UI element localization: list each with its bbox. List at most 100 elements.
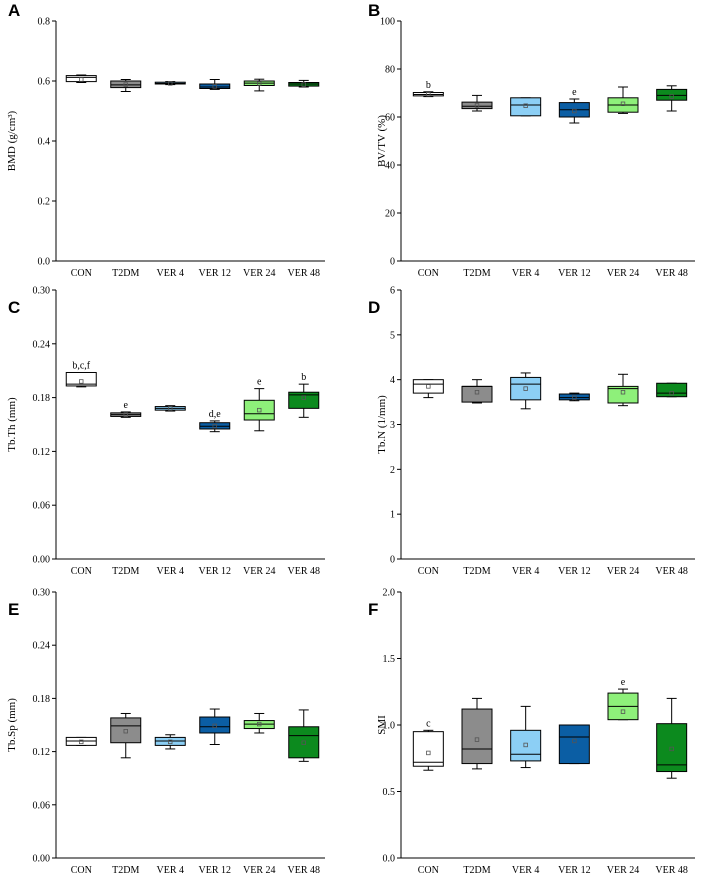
panel-d-letter: D [368, 298, 380, 317]
panel-d-con-category-label: CON [418, 566, 439, 577]
panel-a-ver-48-mean-marker [301, 82, 306, 87]
panel-d: D 0 1 2 3 4 5 6 Tb.N (1/mm) CON T2DM VER 4 VER 12 VER… [368, 286, 695, 577]
panel-d-y-tick-label: 1 [390, 510, 395, 521]
panel-b-y-tick-label: 20 [385, 209, 395, 220]
panel-e-ver-24-mean-marker [257, 721, 262, 727]
panel-b-con-box-group: b [412, 80, 444, 98]
panel-b-t2dm-category-label: T2DM [463, 268, 490, 279]
panel-f-ver-4-category-label: VER 4 [512, 865, 540, 876]
panel-e-y-tick-label: 0.18 [33, 694, 51, 705]
panel-c-t2dm-mean-marker [123, 412, 128, 417]
panel-e-ver-48-box [288, 726, 320, 759]
panel-b-ver-12-mean-marker [572, 108, 577, 114]
panel-e-ver-12-category-label: VER 12 [199, 865, 232, 876]
panel-b-ver-12-box-group: e [558, 87, 590, 124]
panel-c-ver-48-box [288, 391, 320, 409]
panel-f: F 0.0 0.5 1.0 1.5 2.0 SMI c CON T2DM VER 4 VER 12 e V… [368, 588, 695, 876]
panel-f-ver-12-box [558, 724, 590, 765]
panel-a-con-box-group [65, 74, 97, 83]
panel-e-ver-24-category-label: VER 24 [243, 865, 276, 876]
panel-f-con-box [412, 731, 444, 767]
panel-f-t2dm-mean-marker [474, 737, 480, 742]
panel-a-ver-48-category-label: VER 48 [288, 268, 321, 279]
panel-c-ver-48-significance-label: b [301, 372, 306, 383]
panel-b-ver-48-mean-marker [669, 94, 674, 99]
panel-f-y-tick-label: 1.0 [383, 721, 396, 732]
panel-e-y-tick-label: 0.06 [33, 800, 51, 811]
panel-a-y-title: BMD (g/cm³) [6, 110, 18, 171]
panel-f-ver-24-mean-marker [620, 709, 626, 714]
panel-b-ver-4-box [510, 97, 542, 117]
panel-b-y-title: BV/TV (%) [376, 115, 388, 167]
panel-d-y-tick-label: 5 [390, 330, 395, 341]
panel-d-ver-48-mean-marker [669, 390, 674, 396]
panel-b-con-category-label: CON [418, 268, 439, 279]
panel-b-ver-4-box-group [510, 97, 542, 117]
panel-b-t2dm-box [461, 101, 493, 110]
panel-c-t2dm-significance-label: e [124, 400, 129, 411]
panel-d-y-tick-label: 0 [390, 555, 395, 566]
panel-e-ver-4-mean-marker [168, 739, 173, 745]
panel-c-t2dm-box-group: e [110, 400, 142, 418]
panel-f-ver-4-box [510, 729, 542, 762]
panel-f-y-title: SMI [376, 715, 388, 735]
panel-f-ver-48-category-label: VER 48 [655, 865, 688, 876]
panel-d-ver-24-mean-marker [620, 390, 626, 395]
panel-f-ver-24-box-group: e [607, 677, 639, 721]
panel-f-ver-24-category-label: VER 24 [607, 865, 640, 876]
panel-c-ver-12-category-label: VER 12 [199, 566, 232, 577]
panel-e-y-title: Tb.Sp (mm) [6, 698, 18, 752]
panel-b-y-tick-label: 60 [385, 113, 395, 124]
panel-f-ver-48-box [656, 723, 688, 773]
panel-e-con-category-label: CON [71, 865, 92, 876]
panel-f-t2dm-box-group [461, 697, 493, 770]
panel-c-t2dm-category-label: T2DM [112, 566, 139, 577]
panel-d-t2dm-mean-marker [474, 390, 480, 395]
panel-a-y-tick-label: 0.0 [38, 257, 51, 268]
panel-c-ver-24-box-group: e [243, 377, 275, 432]
panel-c-con-box-group: b,c,f [65, 360, 97, 388]
panel-c-y-tick-label: 0.12 [33, 447, 51, 458]
panel-a-ver-4-mean-marker [168, 81, 173, 86]
panel-d-ver-4-category-label: VER 4 [512, 566, 540, 577]
panel-c-ver-24-category-label: VER 24 [243, 566, 276, 577]
panel-b-ver-24-mean-marker [620, 101, 626, 106]
panel-f-con-significance-label: c [426, 718, 431, 729]
panel-a-t2dm-box-group [110, 79, 142, 92]
panel-a-y-tick-label: 0.8 [38, 17, 51, 28]
panel-c-ver-12-mean-marker [212, 424, 217, 429]
panel-d-ver-4-box [510, 376, 542, 401]
panel-c-ver-24-mean-marker [257, 407, 262, 413]
panel-b-ver-48-category-label: VER 48 [655, 268, 688, 279]
panel-e-t2dm-mean-marker [123, 729, 128, 734]
panel-e-y-tick-label: 0.12 [33, 747, 51, 758]
panel-c-con-box [65, 371, 97, 387]
panel-d-t2dm-category-label: T2DM [463, 566, 490, 577]
panel-e-ver-12-mean-marker [212, 723, 217, 729]
panel-b-y-tick-label: 40 [385, 161, 395, 172]
panel-e: E 0.00 0.06 0.12 0.18 0.24 0.30 Tb.Sp (mm) CON T2… [6, 588, 325, 876]
panel-c-ver-4-category-label: VER 4 [157, 566, 185, 577]
panel-f-y-tick-label: 2.0 [383, 588, 396, 599]
panel-b-letter: B [368, 1, 380, 20]
panel-e-y-tick-label: 0.30 [33, 588, 51, 599]
panel-b-ver-24-category-label: VER 24 [607, 268, 640, 279]
panel-f-ver-48-box-group [656, 697, 688, 779]
panel-e-t2dm-box-group [110, 712, 142, 759]
panel-f-con-box-group: c [412, 718, 444, 771]
panel-f-con-mean-marker [426, 750, 431, 756]
panel-c-ver-24-box [243, 399, 275, 421]
panel-b-t2dm-mean-marker [474, 103, 480, 108]
panel-a-ver-12-mean-marker [212, 84, 217, 89]
panel-a-y-tick-label: 0.4 [38, 137, 51, 148]
panel-e-ver-12-box-group [199, 708, 231, 746]
panel-d-ver-12-category-label: VER 12 [558, 566, 591, 577]
panel-d-ver-48-box-group [656, 382, 688, 398]
panel-a-y-tick-label: 0.2 [38, 197, 51, 208]
panel-d-ver-12-mean-marker [572, 395, 577, 400]
panel-a-ver-24-box-group [243, 78, 275, 92]
panel-c-ver-48-category-label: VER 48 [288, 566, 321, 577]
panel-d-ver-24-box-group [607, 373, 639, 407]
panel-a-t2dm-mean-marker [123, 82, 128, 87]
